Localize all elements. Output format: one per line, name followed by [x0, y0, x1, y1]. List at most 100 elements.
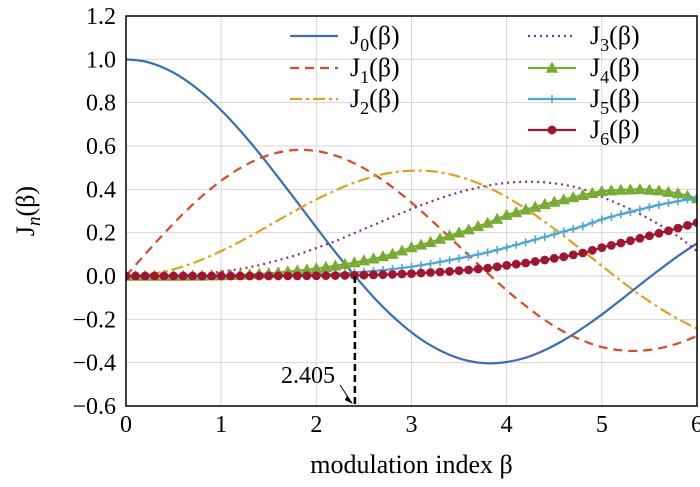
annotation-arrowhead — [344, 396, 353, 404]
series-marker-4 — [367, 252, 380, 264]
legend-marker-5 — [548, 95, 556, 103]
legend-label-base: J — [590, 115, 600, 144]
series-marker-4 — [348, 256, 361, 268]
series-marker-4 — [519, 203, 532, 215]
legend-label-1: J1(β) — [350, 53, 400, 87]
annotation-label: 2.405 — [281, 363, 335, 389]
series-marker-4 — [433, 232, 447, 244]
series-marker-5 — [654, 200, 663, 209]
series-marker-5 — [664, 199, 673, 208]
series-marker-6 — [559, 252, 569, 262]
legend-label-sub: 5 — [600, 98, 609, 118]
annotation-arrow — [339, 384, 353, 404]
series-marker-6 — [292, 271, 302, 281]
series-marker-4 — [614, 183, 628, 195]
legend-item-0: J0(β) — [290, 21, 400, 55]
series-marker-4 — [586, 186, 599, 199]
series-marker-5 — [635, 205, 644, 214]
series-marker-4 — [510, 206, 523, 218]
series-marker-4 — [471, 219, 485, 232]
series-marker-6 — [521, 258, 531, 268]
legend-label-sub: 6 — [600, 129, 609, 149]
series-marker-4 — [576, 188, 589, 200]
y-axis-title: Jn(β) — [11, 186, 45, 236]
series-0 — [126, 58, 697, 365]
series-marker-6 — [369, 270, 378, 280]
y-axis-title-base: J — [11, 226, 40, 236]
series-marker-5 — [521, 238, 530, 247]
x-tick-label: 6 — [691, 412, 700, 438]
series-marker-6 — [549, 253, 559, 263]
legend-label-base: J — [590, 21, 600, 50]
annotation-layer: 2.405 — [281, 276, 357, 406]
series-marker-5 — [683, 195, 692, 204]
y-tick-label: 0.4 — [86, 177, 116, 203]
series-marker-6 — [264, 271, 274, 281]
series-marker-6 — [635, 233, 645, 243]
series-marker-6 — [540, 255, 550, 265]
legend-label-sub: 1 — [360, 67, 369, 87]
series-marker-6 — [673, 223, 683, 233]
series-marker-6 — [340, 271, 350, 280]
series-marker-4 — [481, 216, 494, 228]
series-marker-6 — [416, 268, 426, 278]
series-line-1 — [126, 148, 697, 353]
legend-item-2: J2(β) — [290, 84, 400, 118]
legend-label-suffix: (β) — [369, 21, 400, 50]
series-marker-6 — [502, 260, 512, 270]
series-marker-6 — [597, 243, 607, 253]
legend-label-suffix: (β) — [609, 115, 640, 144]
series-marker-6 — [131, 271, 140, 281]
series-marker-6 — [483, 263, 493, 273]
series-marker-4 — [548, 195, 561, 207]
series-marker-6 — [473, 264, 483, 274]
y-tick-label: −0.6 — [72, 394, 116, 420]
legend-label-base: J — [350, 21, 360, 50]
plot-frame — [125, 15, 698, 407]
legend-label-base: J — [350, 53, 360, 82]
series-marker-6 — [692, 218, 697, 228]
y-axis-title-suffix: (β) — [11, 186, 40, 217]
y-tick-label: 0.8 — [86, 91, 116, 117]
series-marker-6 — [245, 271, 255, 281]
legend-marker-6 — [547, 125, 557, 135]
legend-label-sub: 3 — [600, 35, 609, 55]
series-marker-6 — [645, 231, 654, 241]
legend-item-3: J3(β) — [528, 21, 640, 55]
y-axis-title-sub: n — [24, 216, 45, 226]
series-marker-6 — [140, 271, 150, 281]
series-marker-5 — [673, 197, 682, 206]
x-tick-label: 5 — [596, 412, 608, 438]
series-marker-5 — [616, 210, 625, 219]
series-marker-5 — [540, 233, 549, 241]
legend-label-suffix: (β) — [609, 84, 640, 113]
series-1 — [126, 148, 697, 353]
legend-label-sub: 4 — [600, 67, 609, 87]
series-line-0 — [126, 58, 697, 365]
legend-item-6: J6(β) — [528, 115, 640, 149]
series-marker-4 — [595, 184, 609, 197]
series-marker-6 — [273, 271, 283, 281]
series-marker-5 — [483, 248, 492, 257]
legend-item-4: J4(β) — [528, 53, 640, 87]
series-marker-5 — [531, 235, 540, 244]
series-marker-4 — [443, 229, 456, 241]
series-marker-6 — [397, 269, 407, 279]
series-marker-5 — [512, 240, 521, 249]
series-marker-6 — [664, 226, 673, 236]
series-marker-6 — [616, 238, 626, 248]
series-marker-4 — [662, 185, 675, 197]
series-layer — [126, 58, 697, 365]
series-marker-4 — [567, 191, 580, 203]
legend-item-5: J5(β) — [528, 84, 640, 118]
series-marker-6 — [150, 271, 159, 281]
series-marker-6 — [683, 221, 692, 230]
series-marker-4 — [376, 250, 390, 262]
series-marker-5 — [417, 261, 426, 270]
series-marker-5 — [464, 252, 473, 261]
series-marker-6 — [587, 245, 597, 255]
series-marker-4 — [424, 235, 437, 248]
y-tick-label: 0.2 — [86, 221, 116, 247]
series-2 — [126, 169, 697, 330]
